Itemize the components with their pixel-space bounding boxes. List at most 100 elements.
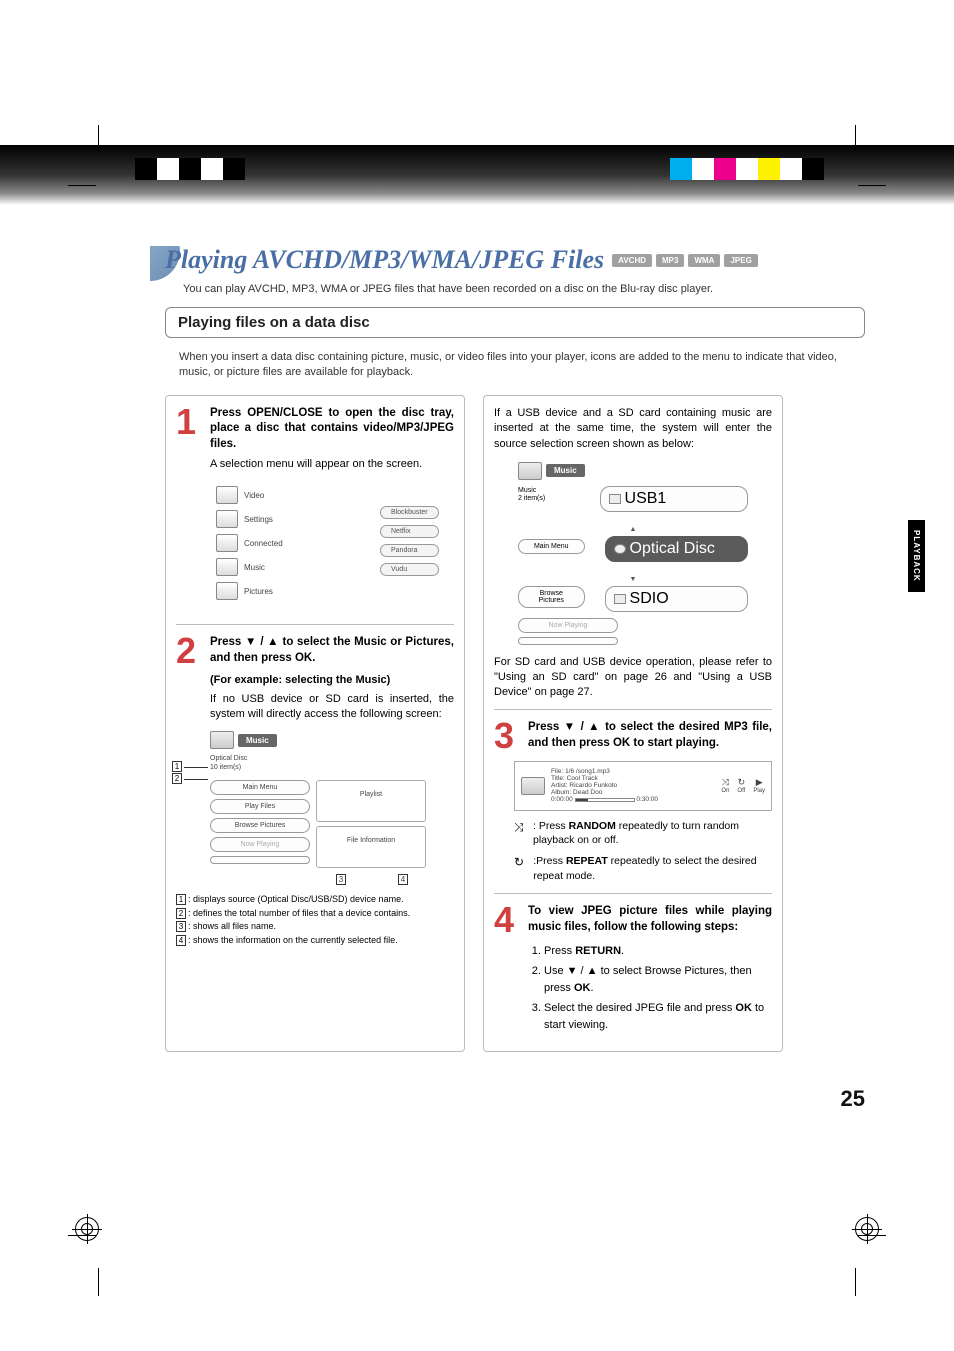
- registration-marks-left: [135, 158, 245, 180]
- step-example-note: (For example: selecting the Music): [210, 674, 454, 686]
- left-column: 1 Press OPEN/CLOSE to open the disc tray…: [165, 395, 465, 1052]
- callout-4: 4: [398, 874, 408, 885]
- registration-target: [75, 1217, 99, 1241]
- shuffle-icon: ⤨: [514, 819, 527, 848]
- settings-icon: [216, 510, 238, 528]
- nav-arrows-icon: ▼: [630, 576, 637, 583]
- submenu-item: Blockbuster: [380, 506, 439, 519]
- source-sdio: SDIO: [605, 586, 748, 612]
- menu-item-pictures: Pictures: [216, 582, 436, 600]
- panel-button: Main Menu: [210, 780, 310, 795]
- panel-button: Browse Pictures: [210, 818, 310, 833]
- right-column: If a USB device and a SD card containing…: [483, 395, 783, 1052]
- list-item: Press RETURN.: [544, 943, 772, 960]
- intro-text: You can play AVCHD, MP3, WMA or JPEG fil…: [183, 283, 865, 295]
- registration-target: [855, 1217, 879, 1241]
- selection-menu-diagram: Video Settings Connected Music Pictures: [216, 478, 436, 614]
- step-text: To view JPEG picture files while playing…: [528, 904, 772, 936]
- step-number: 1: [176, 406, 202, 453]
- sd-icon: [614, 594, 626, 604]
- disc-icon: [614, 544, 626, 554]
- callout-legend: 1: displays source (Optical Disc/USB/SD)…: [176, 893, 454, 947]
- music-panel-header: Music: [210, 731, 430, 749]
- panel-button: Now Playing: [210, 837, 310, 852]
- panel-button: Main Menu: [518, 539, 585, 554]
- page-number: 25: [841, 1086, 865, 1112]
- music-right-panels: Playlist File Information: [316, 780, 426, 868]
- repeat-icon: ↻: [737, 777, 745, 788]
- registration-marks-right: [670, 158, 824, 180]
- step-text: Press ▼ / ▲ to select the desired MP3 fi…: [528, 720, 772, 752]
- section-title: Playing files on a data disc: [178, 314, 852, 331]
- submenu-item: Vudu: [380, 563, 439, 576]
- music-browse-panel: Music Optical Disc 10 item(s) Main Menu …: [210, 731, 430, 885]
- badge-avchd: AVCHD: [612, 254, 652, 267]
- format-badges: AVCHD MP3 WMA JPEG: [612, 254, 758, 267]
- step-text: Press OPEN/CLOSE to open the disc tray, …: [210, 406, 454, 453]
- step-1: 1 Press OPEN/CLOSE to open the disc tray…: [176, 406, 454, 453]
- music-header-icon: [210, 731, 234, 749]
- source-optical: Optical Disc: [605, 536, 748, 562]
- track-metadata: File: 1/6 /song1.mp3 Title: Cool Track A…: [551, 768, 715, 804]
- repeat-icon: ↻: [514, 854, 527, 883]
- track-icon: [521, 777, 545, 795]
- fileinfo-box: File Information: [316, 826, 426, 868]
- video-icon: [216, 486, 238, 504]
- step-body: If no USB device or SD card is inserted,…: [210, 692, 454, 722]
- list-item: Select the desired JPEG file and press O…: [544, 1000, 772, 1033]
- playlist-box: Playlist: [316, 780, 426, 822]
- section-description: When you insert a data disc containing p…: [179, 350, 865, 381]
- playback-mode-notes: ⤨ : Press RANDOM repeatedly to turn rand…: [514, 819, 772, 884]
- step-text: Press ▼ / ▲ to select the Music or Pictu…: [210, 635, 454, 667]
- panel-scrollbar: [518, 637, 618, 645]
- music-icon: [216, 558, 238, 576]
- badge-jpeg: JPEG: [724, 254, 757, 267]
- bullet-text: : Press RANDOM repeatedly to turn random…: [533, 819, 772, 848]
- play-icon: ▶: [753, 777, 765, 788]
- pictures-icon: [216, 582, 238, 600]
- step-2: 2 Press ▼ / ▲ to select the Music or Pic…: [176, 635, 454, 667]
- submenu-item: Pandora: [380, 544, 439, 557]
- step-number: 2: [176, 635, 202, 667]
- two-column-layout: 1 Press OPEN/CLOSE to open the disc tray…: [165, 395, 865, 1052]
- cross-ref-note: For SD card and USB device operation, pl…: [494, 655, 772, 700]
- music-left-buttons: Main Menu Play Files Browse Pictures Now…: [210, 780, 310, 868]
- music-source-info: Optical Disc 10 item(s): [210, 755, 430, 772]
- step-number: 3: [494, 720, 520, 752]
- callout-1: 1: [172, 761, 208, 772]
- section-tab: PLAYBACK: [908, 520, 925, 592]
- panel-scrollbar: [210, 856, 310, 864]
- step-3: 3 Press ▼ / ▲ to select the desired MP3 …: [494, 720, 772, 752]
- badge-mp3: MP3: [656, 254, 684, 267]
- connected-icon: [216, 534, 238, 552]
- step-number: 4: [494, 904, 520, 936]
- callout-3: 3: [336, 874, 346, 885]
- now-playing-box: File: 1/6 /song1.mp3 Title: Cool Track A…: [514, 761, 772, 811]
- step-subtext: A selection menu will appear on the scre…: [210, 458, 454, 470]
- step-4-substeps: Press RETURN. Use ▼ / ▲ to select Browse…: [528, 943, 772, 1034]
- step-4: 4 To view JPEG picture files while playi…: [494, 904, 772, 936]
- badge-wma: WMA: [688, 254, 720, 267]
- nav-arrows-icon: ▲: [630, 526, 637, 533]
- menu-item-video: Video: [216, 486, 436, 504]
- progress-bar: [575, 798, 635, 802]
- divider: [176, 624, 454, 625]
- music-header-icon: [518, 462, 542, 480]
- title-row: Playing AVCHD/MP3/WMA/JPEG Files AVCHD M…: [165, 245, 865, 275]
- callout-2: 2: [172, 773, 208, 784]
- panel-button: Now Playing: [518, 618, 618, 633]
- divider: [494, 893, 772, 894]
- submenu-item: Netflix: [380, 525, 439, 538]
- page-content: Playing AVCHD/MP3/WMA/JPEG Files AVCHD M…: [165, 245, 865, 1052]
- connected-submenu: Blockbuster Netflix Pandora Vudu: [376, 506, 439, 576]
- divider: [494, 709, 772, 710]
- src-info: Music 2 item(s): [518, 487, 580, 504]
- panel-button: Browse Pictures: [518, 586, 585, 608]
- shuffle-icon: ⤨: [721, 777, 729, 788]
- source-usb: USB1: [600, 486, 748, 512]
- playback-mode-icons: ⤨On ↻Off ▶Play: [721, 777, 765, 794]
- section-header-box: Playing files on a data disc: [165, 307, 865, 338]
- panel-button: Play Files: [210, 799, 310, 814]
- bullet-text: :Press REPEAT repeatedly to select the d…: [533, 854, 772, 883]
- page-title: Playing AVCHD/MP3/WMA/JPEG Files: [165, 245, 604, 275]
